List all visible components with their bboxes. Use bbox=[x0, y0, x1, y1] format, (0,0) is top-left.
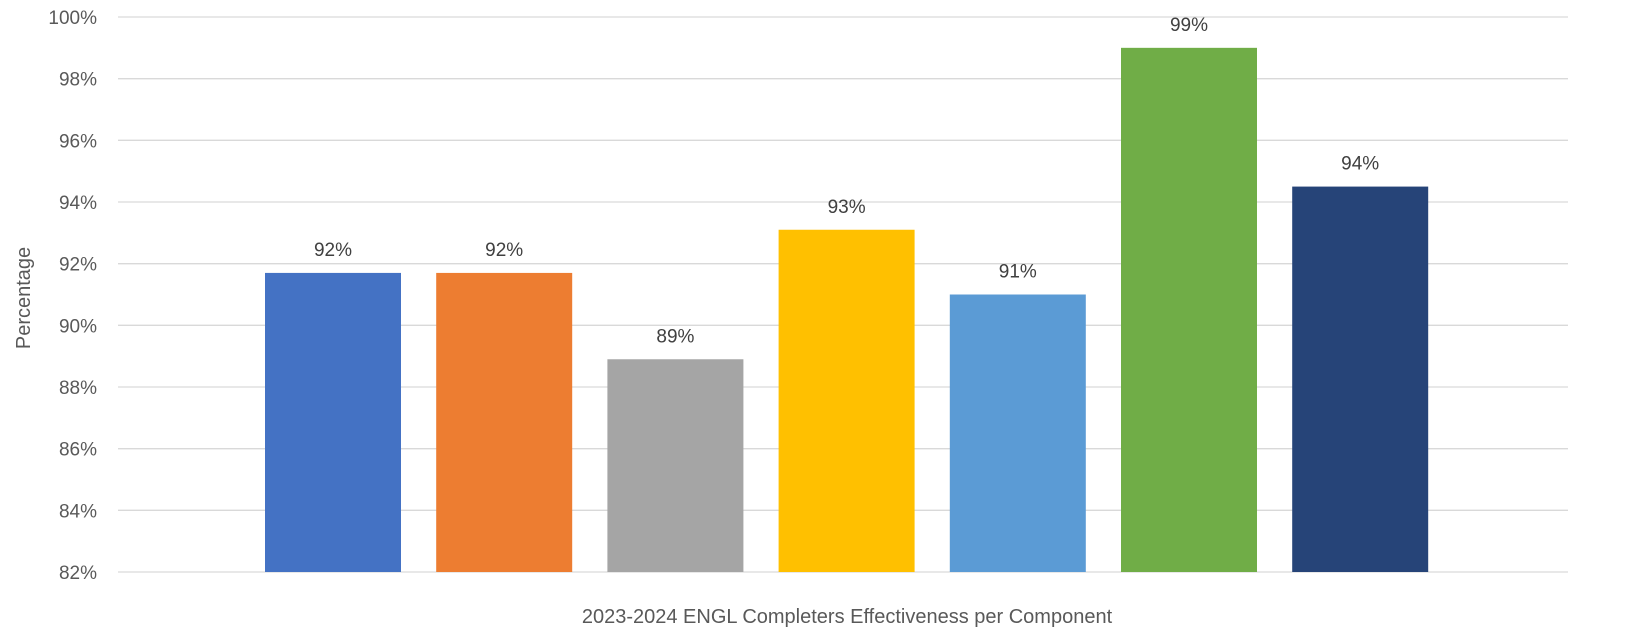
bar bbox=[1121, 47, 1257, 573]
bar bbox=[1292, 186, 1429, 573]
y-tick-label: 84% bbox=[59, 501, 97, 522]
y-tick-label: 88% bbox=[59, 378, 97, 399]
data-labels: 92% 92% 89% 93% 91% 99% 94% bbox=[314, 15, 1379, 347]
x-axis-title: 2023-2024 ENGL Completers Effectiveness … bbox=[582, 606, 1113, 628]
y-tick-label: 100% bbox=[48, 8, 97, 29]
bar bbox=[949, 294, 1086, 572]
data-label: 93% bbox=[828, 197, 866, 218]
y-tick-label: 96% bbox=[59, 131, 97, 152]
bar bbox=[436, 272, 573, 572]
data-label: 92% bbox=[314, 240, 352, 261]
data-label: 94% bbox=[1341, 154, 1379, 175]
y-tick-label: 86% bbox=[59, 440, 97, 461]
data-label: 99% bbox=[1170, 15, 1208, 36]
y-tick-label: 94% bbox=[59, 193, 97, 214]
data-label: 91% bbox=[999, 262, 1037, 283]
data-label: 89% bbox=[656, 326, 694, 347]
y-tick-label: 82% bbox=[59, 563, 97, 584]
y-tick-label: 90% bbox=[59, 316, 97, 337]
y-tick-label: 98% bbox=[59, 70, 97, 91]
y-tick-label: 92% bbox=[59, 255, 97, 276]
bars bbox=[265, 47, 1429, 573]
data-label: 92% bbox=[485, 240, 523, 261]
bar bbox=[778, 229, 915, 572]
bar bbox=[607, 359, 744, 572]
y-axis-ticks: 82% 84% 86% 88% 90% 92% 94% 96% 98% 100% bbox=[48, 8, 97, 584]
y-axis-title: Percentage bbox=[13, 247, 35, 349]
bar bbox=[265, 272, 401, 572]
